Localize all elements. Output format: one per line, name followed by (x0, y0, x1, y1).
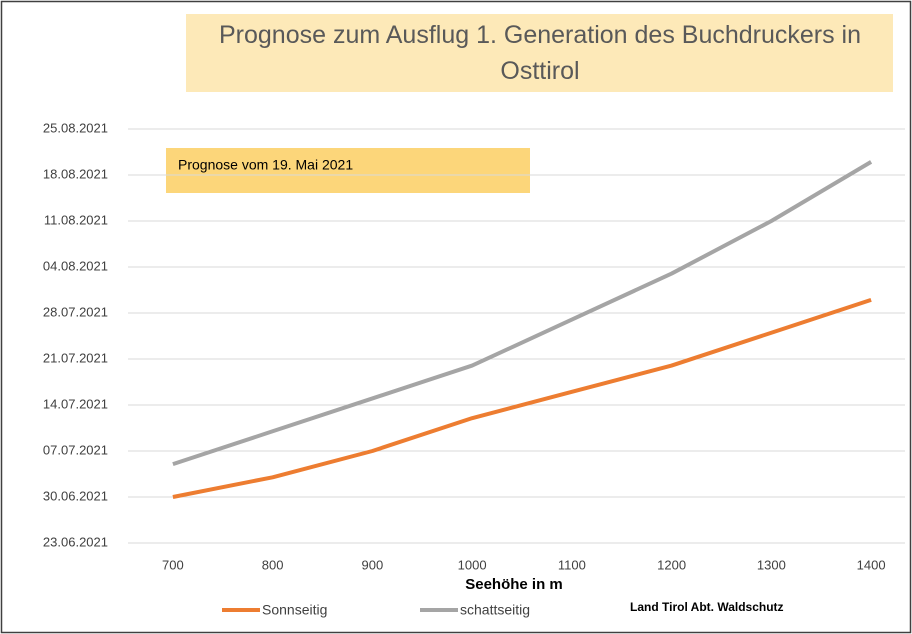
x-tick-label: 1200 (657, 557, 686, 572)
y-tick-label: 23.06.2021 (43, 534, 108, 549)
annotation: Prognose vom 19. Mai 2021 (178, 157, 353, 173)
series-line (172, 297, 872, 499)
x-tick-label: 800 (262, 557, 284, 572)
legend-label: schattseitig (460, 602, 530, 618)
y-tick-label: 30.06.2021 (43, 488, 108, 503)
x-tick-label: 1400 (857, 557, 886, 572)
x-tick-label: 700 (162, 557, 184, 572)
y-tick-label: 11.08.2021 (44, 212, 108, 227)
y-tick-label: 25.08.2021 (43, 120, 108, 135)
chart-title: Prognose zum Ausflug 1. Generation des B… (219, 21, 861, 49)
y-tick-label: 07.07.2021 (43, 442, 108, 457)
y-tick-label: 21.07.2021 (43, 350, 108, 365)
x-tick-label: 1100 (558, 557, 586, 572)
x-tick-label: 900 (362, 557, 384, 572)
y-tick-label: 14.07.2021 (43, 396, 108, 411)
y-tick-label: 04.08.2021 (43, 258, 108, 273)
x-tick-label: 1300 (757, 557, 786, 572)
title-box (186, 14, 893, 92)
title-line: Prognose zum Ausflug 1. Generation des B… (219, 21, 861, 49)
source: Land Tirol Abt. Waldschutz (630, 600, 784, 614)
x-axis-label: Seehöhe in m (465, 576, 563, 593)
series-line (172, 160, 873, 467)
chart-title-2: Osttirol (500, 57, 579, 85)
title-line: Osttirol (500, 57, 579, 85)
annotation-box (166, 148, 530, 193)
legend-label: Sonnseitig (262, 602, 327, 618)
x-tick-label: 1000 (458, 557, 487, 572)
y-tick-label: 28.07.2021 (43, 304, 108, 319)
y-tick-label: 18.08.2021 (43, 166, 108, 181)
